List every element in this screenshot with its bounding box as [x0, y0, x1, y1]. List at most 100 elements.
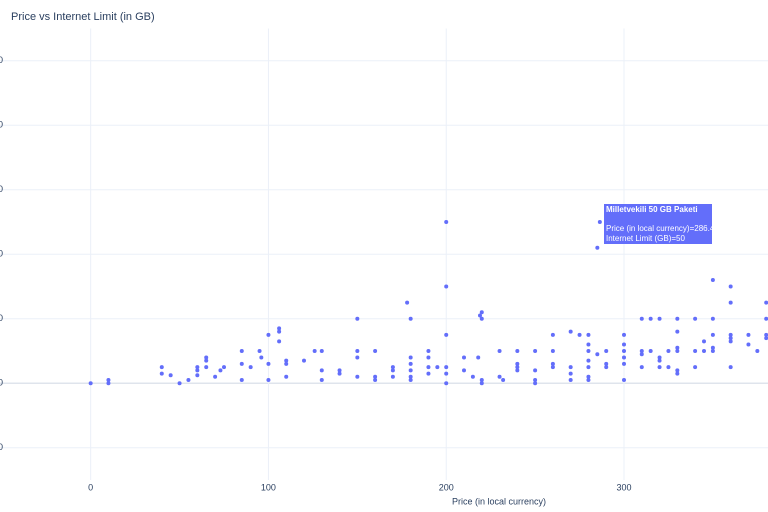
point	[710, 345, 715, 350]
point	[337, 368, 342, 373]
point	[390, 368, 395, 373]
x-tick-label: 100	[261, 482, 276, 492]
point	[195, 373, 200, 378]
point	[479, 381, 484, 386]
point	[639, 349, 644, 353]
point	[408, 361, 413, 366]
point	[550, 365, 555, 370]
point	[479, 378, 484, 383]
point	[435, 365, 440, 370]
hover-title: Milletvekili 50 GB Paketi	[606, 205, 698, 214]
point	[586, 378, 591, 383]
point	[204, 365, 209, 370]
point	[550, 349, 555, 353]
point	[355, 374, 360, 379]
point	[586, 365, 591, 370]
point	[408, 374, 413, 379]
point	[657, 365, 662, 370]
point	[622, 342, 626, 347]
point	[648, 349, 653, 353]
point	[586, 342, 591, 347]
point	[666, 349, 671, 353]
point	[284, 374, 289, 379]
point	[728, 284, 733, 289]
point	[597, 220, 602, 224]
hover-line: Internet Limit (GB)=50	[606, 234, 685, 243]
point	[675, 371, 680, 376]
hover-line: Price (in local currency)=286.41	[606, 224, 719, 233]
point	[728, 332, 733, 337]
x-tick-label: 300	[616, 482, 631, 492]
point	[639, 365, 644, 370]
point	[159, 365, 164, 370]
point	[239, 361, 244, 366]
point	[239, 378, 244, 383]
point	[373, 374, 378, 379]
point	[746, 332, 751, 337]
point	[408, 378, 413, 383]
point	[239, 349, 244, 353]
point	[675, 349, 680, 353]
point	[302, 358, 306, 363]
point	[622, 355, 626, 360]
point	[568, 365, 573, 370]
point	[444, 365, 449, 370]
point	[568, 371, 573, 376]
point	[550, 361, 555, 366]
point	[764, 332, 768, 337]
point	[462, 368, 466, 373]
point	[266, 332, 271, 337]
point	[533, 349, 538, 353]
point	[657, 358, 662, 363]
point	[595, 245, 600, 250]
point	[195, 368, 200, 373]
point	[195, 365, 200, 370]
point	[764, 300, 768, 305]
point	[675, 316, 680, 321]
point	[408, 316, 413, 321]
point	[373, 378, 378, 383]
point	[479, 310, 484, 315]
point	[622, 349, 626, 353]
point	[639, 352, 644, 357]
point	[622, 378, 626, 383]
y-tick-label: 60	[0, 184, 3, 194]
point	[501, 378, 506, 383]
point	[426, 371, 431, 376]
point	[159, 371, 164, 376]
point	[284, 358, 289, 363]
point	[533, 381, 538, 386]
point	[444, 284, 449, 289]
point	[177, 381, 182, 386]
point	[755, 349, 760, 353]
point	[259, 355, 264, 360]
point	[586, 349, 591, 353]
point	[373, 349, 378, 353]
point	[675, 368, 680, 373]
point	[497, 349, 502, 353]
point	[550, 332, 555, 337]
point	[222, 365, 226, 370]
point	[586, 374, 591, 379]
point	[693, 365, 698, 370]
point	[426, 365, 431, 370]
point	[312, 349, 317, 353]
point	[764, 316, 768, 321]
point	[218, 368, 223, 373]
point	[106, 378, 111, 383]
point	[277, 329, 282, 334]
point	[426, 355, 431, 360]
point	[657, 316, 662, 321]
point	[533, 378, 538, 383]
hover-label: Milletvekili 50 GB Paketi Price (in local…	[604, 204, 719, 244]
point	[390, 365, 395, 370]
point	[277, 326, 282, 331]
point	[355, 355, 360, 360]
point	[213, 374, 218, 379]
point	[515, 361, 520, 366]
point	[657, 355, 662, 360]
point	[648, 316, 653, 321]
chart-title: Price vs Internet Limit (in GB)	[11, 11, 155, 23]
point	[515, 368, 520, 373]
